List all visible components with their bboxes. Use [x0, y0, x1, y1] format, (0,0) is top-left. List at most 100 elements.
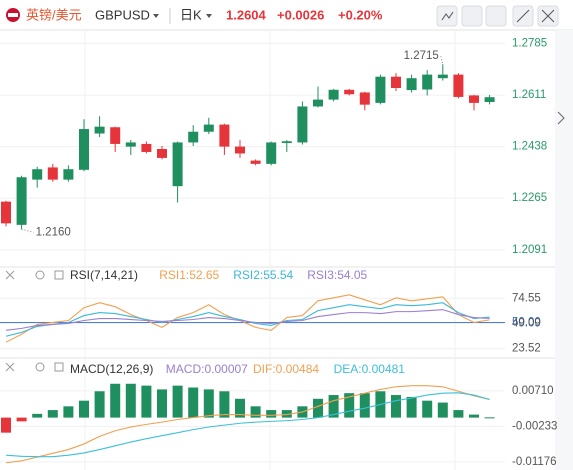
- panel-icons: [5, 270, 64, 372]
- annotation: 1.2715: [404, 50, 439, 62]
- candle-body: [125, 142, 136, 147]
- candle-body: [32, 169, 43, 180]
- settings-icon[interactable]: [35, 270, 45, 280]
- tool-button[interactable]: [461, 5, 483, 27]
- candle-body: [250, 160, 261, 164]
- candle-body: [422, 74, 433, 90]
- pair-name[interactable]: 英镑/美元: [26, 7, 82, 22]
- change-pct: +0.20%: [338, 7, 383, 22]
- change: +0.0026: [277, 7, 324, 22]
- macd-bar: [16, 417, 27, 422]
- candle-body: [203, 124, 214, 132]
- close-icon[interactable]: [5, 270, 15, 372]
- macd-bar: [344, 393, 355, 418]
- candle-body: [141, 143, 152, 152]
- macd-bar: [188, 387, 199, 418]
- candle-body: [188, 131, 199, 143]
- y-tick-label: 50.00: [512, 317, 541, 329]
- macd-bar: [141, 385, 152, 418]
- candle-body: [172, 142, 183, 187]
- toggle-icon[interactable]: [54, 362, 64, 372]
- candle-body: [453, 74, 464, 97]
- candle-body: [63, 169, 74, 180]
- macd-bar: [469, 414, 479, 418]
- macd-bar: [47, 410, 58, 418]
- candle-body: [437, 74, 448, 79]
- candle-body: [297, 106, 308, 143]
- candle-body: [391, 76, 401, 89]
- flag-stripe: [8, 13, 18, 17]
- macd-bar: [250, 406, 261, 418]
- expand-icon[interactable]: [557, 111, 565, 125]
- macd-bar: [453, 410, 464, 418]
- tool-icons: [441, 9, 555, 23]
- candle-body: [469, 95, 479, 103]
- macd-bar: [157, 389, 167, 418]
- candle-body: [266, 142, 277, 164]
- macd-bar: [391, 395, 401, 418]
- side-panel: [555, 30, 573, 470]
- candle-body: [328, 89, 339, 100]
- candle-body: [313, 99, 323, 107]
- legend-item: DIF:0.00484: [253, 362, 319, 376]
- macd-bar: [32, 413, 43, 418]
- candle-body: [219, 124, 230, 147]
- candle-body: [235, 146, 245, 154]
- candle-body: [1, 201, 11, 224]
- legend-item: MACD:0.00007: [166, 362, 248, 376]
- annotation: 1.2160: [36, 226, 71, 238]
- candle-body: [47, 167, 58, 180]
- candle-body: [16, 177, 27, 225]
- dropdown-icon[interactable]: [206, 14, 212, 18]
- toggle-icon[interactable]: [54, 270, 64, 280]
- y-tick-label: 1.2091: [512, 244, 547, 256]
- legend-item: RSI2:55.54: [233, 268, 293, 282]
- y-tick-label: 1.2611: [512, 89, 546, 101]
- annotation-leader: [440, 56, 444, 65]
- macd-bar: [63, 406, 74, 418]
- macd-bar: [328, 395, 339, 418]
- macd-bar: [94, 391, 105, 418]
- macd-bar: [484, 417, 495, 419]
- series-line: [5, 294, 490, 343]
- period[interactable]: 日K: [180, 7, 202, 22]
- legend-item: DEA:0.00481: [334, 362, 406, 376]
- macd-bar: [422, 400, 433, 418]
- y-tick-label: 49.09: [512, 317, 541, 329]
- annotation-leader: [21, 228, 34, 233]
- series-line: [5, 309, 490, 331]
- macd-bar: [219, 391, 230, 418]
- macd-bar: [1, 417, 11, 433]
- candle-body: [359, 92, 370, 105]
- candle-body: [79, 129, 89, 170]
- symbol[interactable]: GBPUSD: [95, 7, 150, 22]
- price: 1.2604: [226, 7, 267, 22]
- candle-body: [110, 127, 121, 144]
- candle-body: [94, 126, 105, 134]
- macd-bar: [266, 410, 277, 418]
- y-tick-label: 23.52: [512, 343, 541, 355]
- settings-icon[interactable]: [35, 362, 45, 372]
- macd-bar: [79, 400, 89, 418]
- tool-button[interactable]: [485, 5, 507, 27]
- candle-body: [406, 78, 417, 91]
- candle-body: [344, 89, 355, 95]
- y-tick-label: 1.2785: [512, 37, 547, 49]
- y-tick-label: -0.00233: [512, 420, 557, 432]
- candle-body: [484, 97, 495, 102]
- dropdown-icon[interactable]: [153, 14, 159, 18]
- candle-body: [375, 76, 386, 103]
- macd-bar: [203, 389, 214, 418]
- y-tick-label: 74.55: [512, 292, 541, 304]
- legend-item: RSI1:52.65: [159, 268, 219, 282]
- macd-bar: [406, 396, 417, 418]
- y-tick-label: 1.2265: [512, 192, 547, 204]
- macd-bar: [313, 398, 323, 418]
- panel-title: MACD(12,26,9): [70, 362, 153, 376]
- candle-body: [157, 148, 167, 158]
- macd-bar: [359, 393, 370, 418]
- macd-bar: [125, 383, 136, 418]
- macd-bar: [235, 398, 245, 418]
